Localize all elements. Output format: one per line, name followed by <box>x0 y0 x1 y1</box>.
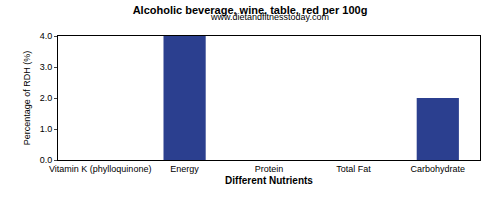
svg-text:Total Fat: Total Fat <box>336 164 371 174</box>
svg-text:Different Nutrients: Different Nutrients <box>225 175 313 186</box>
svg-text:1.0: 1.0 <box>40 124 53 134</box>
svg-text:4.0: 4.0 <box>40 31 53 41</box>
svg-text:Carbohydrate: Carbohydrate <box>411 164 466 174</box>
svg-text:0.0: 0.0 <box>40 155 53 165</box>
svg-text:Alcoholic beverage, wine, tabl: Alcoholic beverage, wine, table, red per… <box>133 4 368 16</box>
svg-text:3.0: 3.0 <box>40 62 53 72</box>
svg-text:www.dietandfitnesstoday.com: www.dietandfitnesstoday.com <box>210 12 329 22</box>
svg-text:Energy: Energy <box>170 164 199 174</box>
svg-text:2.0: 2.0 <box>40 93 53 103</box>
svg-text:Protein: Protein <box>255 164 284 174</box>
svg-text:Vitamin K (phylloquinone): Vitamin K (phylloquinone) <box>49 164 151 174</box>
svg-text:Percentage of RDH (%): Percentage of RDH (%) <box>22 51 32 146</box>
